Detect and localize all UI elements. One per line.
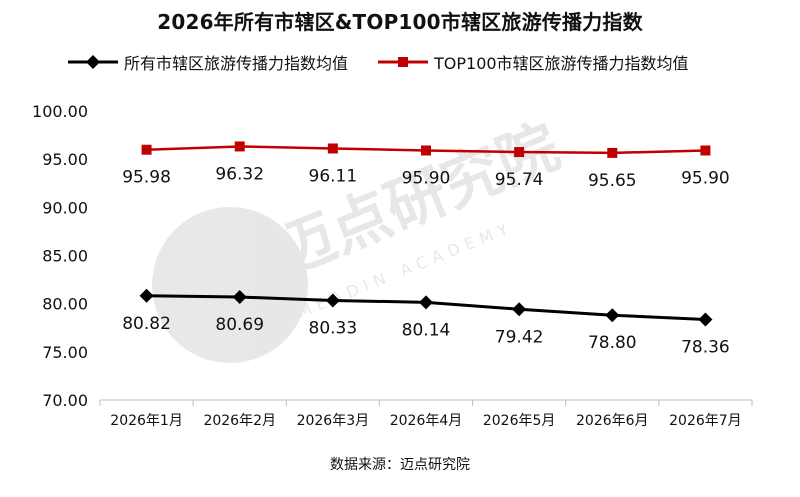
y-tick-label: 80.00 — [42, 295, 88, 314]
data-label: 78.80 — [588, 333, 637, 353]
legend-item-top100: TOP100市辖区旅游传播力指数均值 — [378, 50, 689, 74]
data-label: 78.36 — [681, 337, 730, 357]
data-label: 95.90 — [402, 168, 451, 188]
data-label: 80.69 — [215, 315, 264, 335]
data-point-square — [700, 145, 711, 156]
data-point-square — [421, 145, 431, 156]
data-label: 95.90 — [681, 168, 730, 188]
chart-title: 2026年所有市辖区&TOP100市辖区旅游传播力指数 — [157, 10, 643, 34]
data-point-diamond — [605, 308, 620, 323]
x-tick-label: 2026年4月 — [390, 413, 463, 429]
data-label: 95.98 — [122, 168, 171, 188]
data-point-diamond — [419, 295, 433, 310]
y-tick-label: 100.00 — [32, 102, 88, 121]
data-point-square — [234, 141, 245, 152]
legend-swatch-black-diamond — [68, 55, 118, 69]
data-point-diamond — [512, 302, 527, 317]
data-point-square — [141, 144, 152, 155]
legend-label-all-districts: 所有市辖区旅游传播力指数均值 — [124, 54, 349, 73]
watermark-logo — [152, 207, 308, 363]
data-label: 80.82 — [122, 314, 171, 334]
data-label: 95.65 — [588, 171, 637, 191]
data-label: 79.42 — [495, 327, 544, 347]
watermark-text: 迈点研究院 — [264, 112, 568, 289]
x-tick-label: 2026年6月 — [576, 413, 649, 429]
y-tick-label: 95.00 — [42, 150, 88, 169]
data-point-diamond — [325, 293, 340, 308]
x-tick-label: 2026年1月 — [110, 413, 183, 429]
y-tick-label: 85.00 — [42, 247, 88, 266]
x-tick-label: 2026年7月 — [669, 413, 742, 429]
data-point-diamond — [139, 288, 154, 303]
y-tick-label: 75.00 — [42, 343, 88, 362]
y-tick-label: 70.00 — [42, 391, 88, 410]
legend-label-top100: TOP100市辖区旅游传播力指数均值 — [434, 54, 689, 73]
data-point-square — [607, 147, 618, 158]
source-note: 数据来源：迈点研究院 — [330, 457, 470, 473]
data-point-square — [514, 147, 525, 158]
data-point-diamond — [698, 312, 713, 327]
data-label: 80.33 — [309, 318, 358, 338]
legend-item-all-districts: 所有市辖区旅游传播力指数均值 — [68, 50, 348, 74]
data-label: 96.32 — [215, 164, 264, 184]
y-tick-label: 90.00 — [42, 198, 88, 217]
chart-legend: 所有市辖区旅游传播力指数均值 TOP100市辖区旅游传播力指数均值 — [0, 50, 800, 74]
legend-swatch-red-square — [378, 57, 428, 67]
data-point-diamond — [232, 290, 247, 305]
data-label: 80.14 — [402, 320, 451, 340]
data-label: 95.74 — [495, 170, 544, 190]
x-tick-label: 2026年2月 — [203, 413, 276, 429]
x-tick-label: 2026年5月 — [483, 413, 556, 429]
data-label: 96.11 — [309, 166, 358, 186]
data-point-square — [327, 143, 338, 154]
x-tick-label: 2026年3月 — [297, 413, 370, 429]
chart-series: 80.82 80.69 80.33 80.14 79.42 78.80 78.36 95.98… — [122, 141, 730, 357]
chart-axes: 2026年1月 2026年2月 2026年3月 2026年4月 2026年5月 2026年… — [32, 102, 753, 429]
